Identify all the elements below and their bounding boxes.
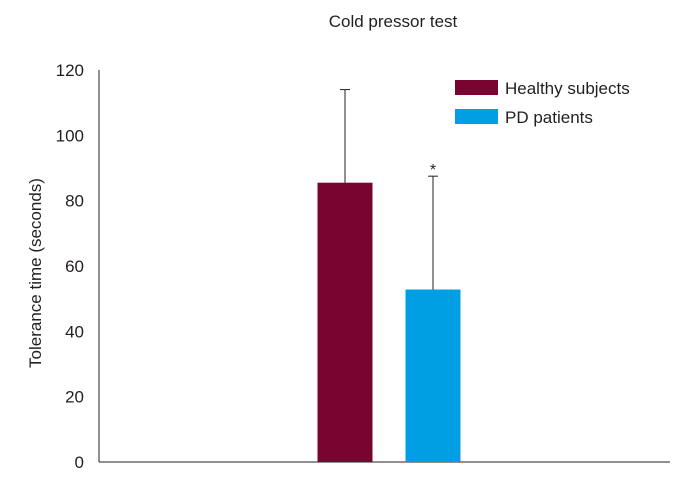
y-tick-label: 80 [65, 192, 84, 211]
bar-pd-patients [405, 289, 461, 462]
y-tick-label: 40 [65, 322, 84, 341]
chart-title: Cold pressor test [329, 12, 458, 31]
legend-swatch-healthy-subjects [455, 80, 498, 95]
y-tick-label: 20 [65, 388, 84, 407]
legend: Healthy subjects PD patients [455, 79, 630, 127]
y-axis-label: Tolerance time (seconds) [26, 178, 45, 368]
bar-healthy-subjects [317, 182, 373, 462]
legend-label-healthy-subjects: Healthy subjects [505, 79, 630, 98]
y-tick-label: 100 [56, 126, 84, 145]
y-tick-label: 0 [75, 453, 84, 472]
y-tick-label: 120 [56, 61, 84, 80]
significance-marker: * [430, 162, 436, 179]
legend-label-pd-patients: PD patients [505, 108, 593, 127]
legend-swatch-pd-patients [455, 109, 498, 124]
y-tick-label: 60 [65, 257, 84, 276]
bars-group: * [317, 89, 461, 462]
y-axis-ticks: 0 20 40 60 80 100 120 [56, 61, 84, 472]
